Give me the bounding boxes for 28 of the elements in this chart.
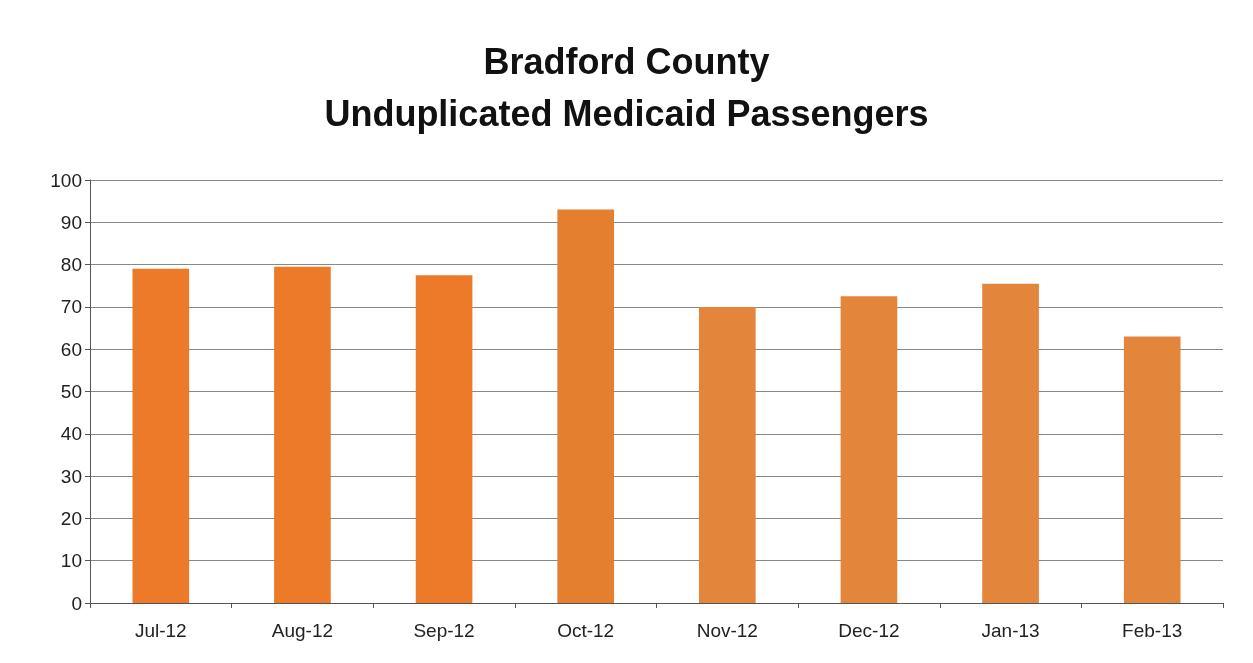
y-tick-label: 100 — [50, 169, 82, 191]
x-tick-label: Jul-12 — [134, 620, 187, 641]
y-tick-label: 20 — [60, 507, 82, 529]
x-tick-label: Sep-12 — [413, 620, 475, 641]
bar — [840, 296, 898, 603]
x-tick-label: Aug-12 — [271, 620, 334, 641]
x-tick-label: Dec-12 — [838, 620, 900, 641]
bar — [557, 209, 615, 603]
y-tick-label: 50 — [60, 381, 82, 402]
x-tick-label: Jan-13 — [981, 620, 1040, 641]
x-tick-label: Oct-12 — [557, 620, 615, 641]
y-tick-label: 40 — [60, 423, 82, 445]
y-tick-label: 10 — [60, 550, 82, 572]
y-tick-label: 30 — [60, 465, 82, 487]
y-tick-label: 70 — [60, 296, 82, 318]
y-tick-label: 90 — [60, 211, 82, 233]
bar — [274, 266, 331, 603]
bar — [415, 275, 473, 603]
bar — [982, 283, 1039, 603]
x-tick-label: Nov-12 — [696, 620, 758, 641]
bar — [698, 306, 756, 603]
x-tick-label: Feb-13 — [1122, 620, 1183, 641]
bar — [1123, 336, 1181, 603]
y-tick-label: 0 — [71, 592, 82, 614]
chart-title: Bradford County Unduplicated Medicaid Passengers — [324, 40, 929, 134]
y-tick-label: 80 — [60, 254, 82, 276]
y-tick-label: 60 — [60, 338, 82, 360]
bar — [132, 268, 190, 603]
